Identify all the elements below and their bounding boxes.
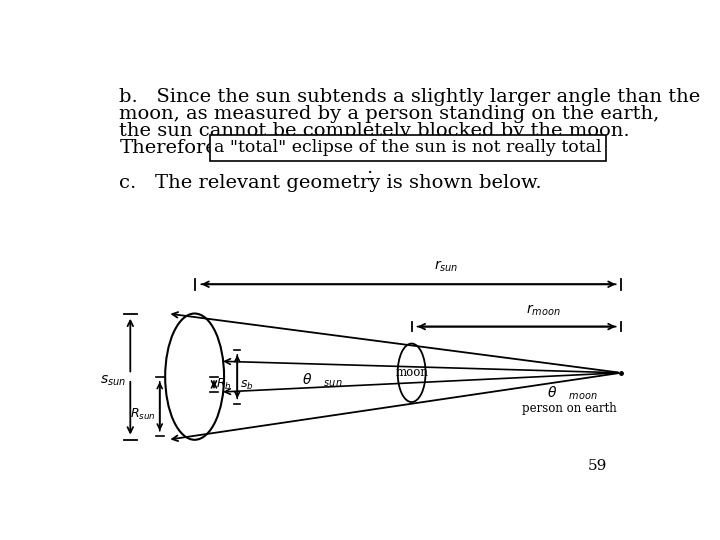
Text: b.   Since the sun subtends a slightly larger angle than the: b. Since the sun subtends a slightly lar… [120,88,701,106]
Text: $s_{sun}$: $s_{sun}$ [99,373,126,388]
Text: .: . [366,159,372,177]
Text: moon: moon [395,366,428,379]
Text: $r_{sun}$: $r_{sun}$ [434,259,459,274]
Text: c.   The relevant geometry is shown below.: c. The relevant geometry is shown below. [120,174,542,192]
Text: person on earth: person on earth [522,402,617,415]
Text: a "total" eclipse of the sun is not really total: a "total" eclipse of the sun is not real… [214,139,601,157]
Text: $\theta$   $_{sun}$: $\theta$ $_{sun}$ [302,372,343,389]
Text: $s_b$: $s_b$ [240,379,254,393]
Text: the sun cannot be completely blocked by the moon.: the sun cannot be completely blocked by … [120,122,630,140]
Text: $R_{sun}$: $R_{sun}$ [130,407,156,422]
Text: $R_b$: $R_b$ [216,377,232,392]
Text: $\theta$   $_{moon}$: $\theta$ $_{moon}$ [547,385,598,402]
Text: $r_{moon}$: $r_{moon}$ [526,303,561,318]
Text: Therefore,: Therefore, [120,139,223,157]
Text: 59: 59 [588,459,607,473]
Text: moon, as measured by a person standing on the earth,: moon, as measured by a person standing o… [120,105,660,123]
